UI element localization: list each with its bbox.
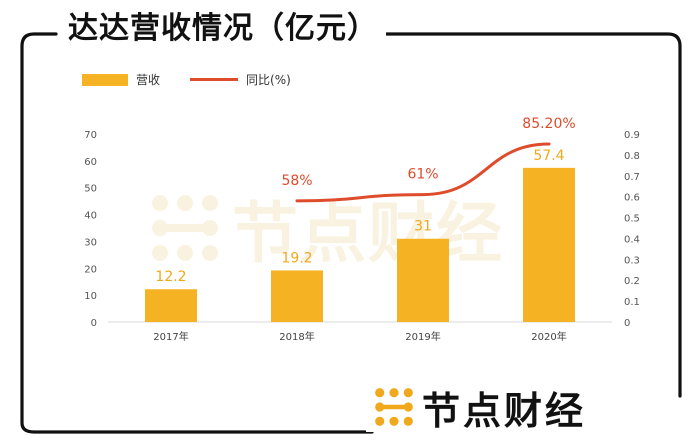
y-right-tick-label: 0.5 xyxy=(624,214,640,225)
legend-label-growth: 同比(%) xyxy=(246,73,291,87)
brand-logo-icon xyxy=(375,388,413,426)
line-value-label: 85.20% xyxy=(522,116,575,132)
bar-value-label: 31 xyxy=(414,219,432,235)
watermark-text: 节点财经 xyxy=(232,195,504,272)
y-left-tick-label: 10 xyxy=(84,291,97,302)
legend-line-swatch xyxy=(190,78,239,81)
y-axis-left: 0 10 20 30 40 50 60 70 xyxy=(84,130,97,329)
y-right-tick-label: 0.3 xyxy=(624,255,640,266)
line-value-label: 58% xyxy=(281,173,312,189)
bar-2020年 xyxy=(523,167,575,322)
bar-data-labels: 12.2 19.2 31 57.4 xyxy=(155,148,564,285)
x-tick-label: 2020年 xyxy=(531,330,566,343)
y-left-tick-label: 30 xyxy=(84,237,97,248)
bar-value-label: 57.4 xyxy=(533,148,564,164)
line-series xyxy=(295,142,551,203)
y-left-tick-label: 0 xyxy=(91,318,97,329)
y-right-tick-label: 0.7 xyxy=(624,172,640,183)
y-left-tick-label: 70 xyxy=(84,130,97,141)
y-right-tick-label: 0.2 xyxy=(624,276,640,287)
watermark: 节点财经 xyxy=(150,180,504,276)
growth-line xyxy=(295,142,551,203)
y-left-tick-label: 20 xyxy=(84,264,97,275)
y-right-tick-label: 0.8 xyxy=(624,151,640,162)
bar-2018年 xyxy=(271,270,323,322)
x-tick-label: 2019年 xyxy=(405,330,440,343)
bar-2017年 xyxy=(145,289,197,322)
bar-series xyxy=(145,167,575,322)
y-axis-right: 0 0.1 0.2 0.3 0.4 0.5 0.6 0.7 0.8 0.9 xyxy=(624,130,640,329)
bar-value-label: 12.2 xyxy=(155,269,186,285)
y-right-tick-label: 0.1 xyxy=(624,297,640,308)
y-left-tick-label: 60 xyxy=(84,157,97,168)
chart-legend: 营收 同比(%) xyxy=(82,71,291,88)
legend-bar-swatch xyxy=(82,73,128,86)
x-tick-label: 2018年 xyxy=(279,330,314,343)
y-left-tick-label: 40 xyxy=(84,211,97,222)
brand-name: 节点财经 xyxy=(422,388,587,433)
y-left-tick-label: 50 xyxy=(84,184,97,195)
y-right-tick-label: 0 xyxy=(624,318,630,329)
watermark-logo-icon xyxy=(152,195,218,261)
page-title: 达达营收情况（亿元） xyxy=(60,6,386,52)
line-value-label: 61% xyxy=(407,167,438,183)
bar-value-label: 19.2 xyxy=(281,250,312,266)
y-right-tick-label: 0.6 xyxy=(624,193,640,204)
x-tick-label: 2017年 xyxy=(153,330,188,343)
y-right-tick-label: 0.9 xyxy=(624,130,640,141)
legend-label-revenue: 营收 xyxy=(136,73,161,87)
bar-2019年 xyxy=(397,238,449,322)
line-data-labels: 58% 61% 85.20% xyxy=(281,116,575,189)
x-axis: 2017年 2018年 2019年 2020年 xyxy=(153,330,566,343)
y-right-tick-label: 0.4 xyxy=(624,234,640,245)
brand-logo: 节点财经 xyxy=(366,382,597,433)
